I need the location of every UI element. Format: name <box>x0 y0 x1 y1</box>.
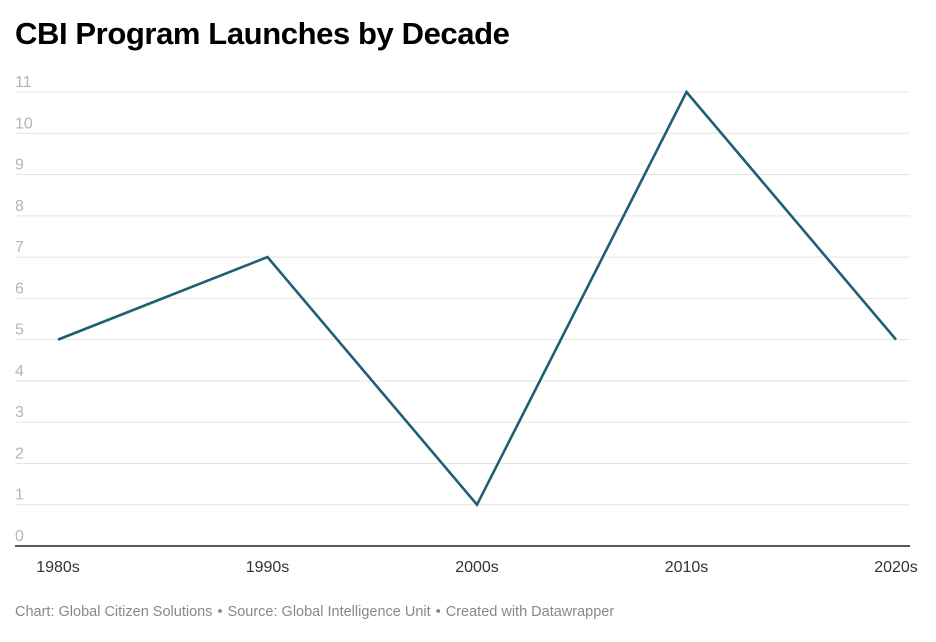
chart-footer: Chart: Global Citizen Solutions • Source: … <box>15 604 614 620</box>
x-tick-label: 2010s <box>665 559 709 576</box>
footer-source: Source: Global Intelligence Unit <box>227 604 431 620</box>
y-tick-label: 0 <box>15 528 24 545</box>
footer-chart-credit: Chart: Global Citizen Solutions <box>15 604 213 620</box>
footer-separator: • <box>435 604 441 620</box>
footer-separator: • <box>217 604 223 620</box>
x-tick-label: 2020s <box>874 559 918 576</box>
footer-created-with: Created with Datawrapper <box>445 604 615 620</box>
y-tick-label: 9 <box>15 157 24 174</box>
y-tick-label: 8 <box>15 198 24 215</box>
series-line-0 <box>57 89 897 508</box>
y-tick-label: 4 <box>15 363 24 380</box>
gridlines <box>15 91 910 506</box>
y-axis-tick-labels: 0 1 2 3 4 5 6 7 8 9 10 11 <box>15 74 33 545</box>
x-tick-label: 1990s <box>246 559 290 576</box>
x-tick-label: 2000s <box>455 559 499 576</box>
y-tick-label: 2 <box>15 445 24 462</box>
x-axis-tick-labels: 1980s 1990s 2000s 2010s 2020s <box>36 559 918 576</box>
x-tick-label: 1980s <box>36 559 80 576</box>
y-tick-label: 11 <box>15 74 32 91</box>
y-tick-label: 3 <box>15 404 24 421</box>
y-tick-label: 5 <box>15 322 24 339</box>
y-tick-label: 7 <box>15 239 24 256</box>
series-lines <box>57 89 897 508</box>
y-tick-label: 1 <box>15 487 24 504</box>
y-tick-label: 6 <box>15 280 24 297</box>
y-tick-label: 10 <box>15 115 33 132</box>
chart-title: CBI Program Launches by Decade <box>15 16 510 51</box>
line-chart: 0 1 2 3 4 5 6 7 8 9 10 11 1980s 1990s 2000s 2010s 2020s <box>15 74 918 576</box>
